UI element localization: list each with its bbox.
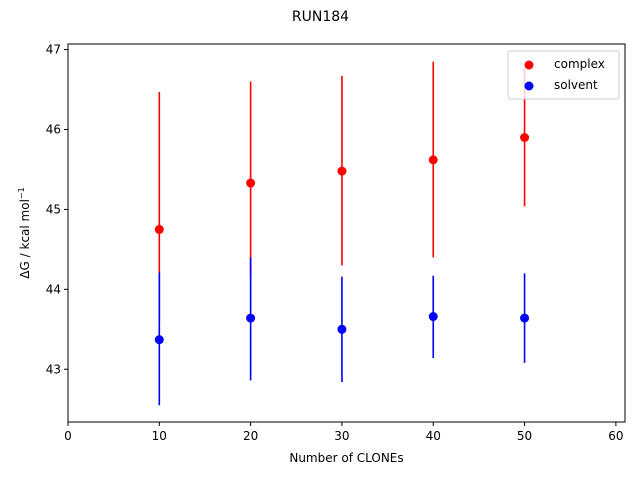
y-axis-label-main: ΔG / kcal mol [18, 199, 32, 279]
solvent-point [428, 312, 438, 322]
x-tick-label: 10 [152, 429, 167, 443]
y-tick-label: 45 [46, 202, 61, 216]
x-tick-label: 30 [334, 429, 349, 443]
complex-point [246, 178, 256, 188]
solvent-point [154, 335, 164, 345]
y-tick-label: 46 [46, 123, 61, 137]
complex-point [428, 155, 438, 165]
y-tick-label: 47 [46, 43, 61, 57]
complex-point [520, 133, 530, 143]
complex-legend-label: complex [554, 57, 605, 71]
plot-frame [67, 43, 626, 423]
y-tick-label: 44 [46, 282, 61, 296]
complex-point [337, 166, 347, 176]
y-axis-label-superscript: −1 [17, 187, 26, 199]
chart-title: RUN184 [292, 9, 349, 25]
solvent-legend-marker [524, 81, 534, 91]
x-axis-label: Number of CLONEs [289, 451, 403, 465]
x-tick-label: 20 [243, 429, 258, 443]
solvent-point [246, 313, 256, 323]
x-tick-label: 60 [608, 429, 623, 443]
x-tick-label: 0 [64, 429, 72, 443]
y-tick-label: 43 [46, 362, 61, 376]
y-axis-label: ΔG / kcal mol−1 [17, 187, 32, 278]
complex-legend-marker [524, 60, 534, 70]
legend: complex solvent [507, 50, 620, 100]
x-axis: 0 10 20 30 40 50 60 [64, 422, 624, 443]
complex-point [154, 224, 164, 234]
solvent-point [520, 313, 530, 323]
legend-box [507, 50, 620, 100]
x-tick-label: 50 [517, 429, 532, 443]
x-tick-label: 40 [426, 429, 441, 443]
solvent-point [337, 324, 347, 334]
y-axis: 43 44 45 46 47 [46, 43, 68, 376]
solvent-legend-label: solvent [554, 78, 598, 92]
plot-area [67, 43, 626, 423]
